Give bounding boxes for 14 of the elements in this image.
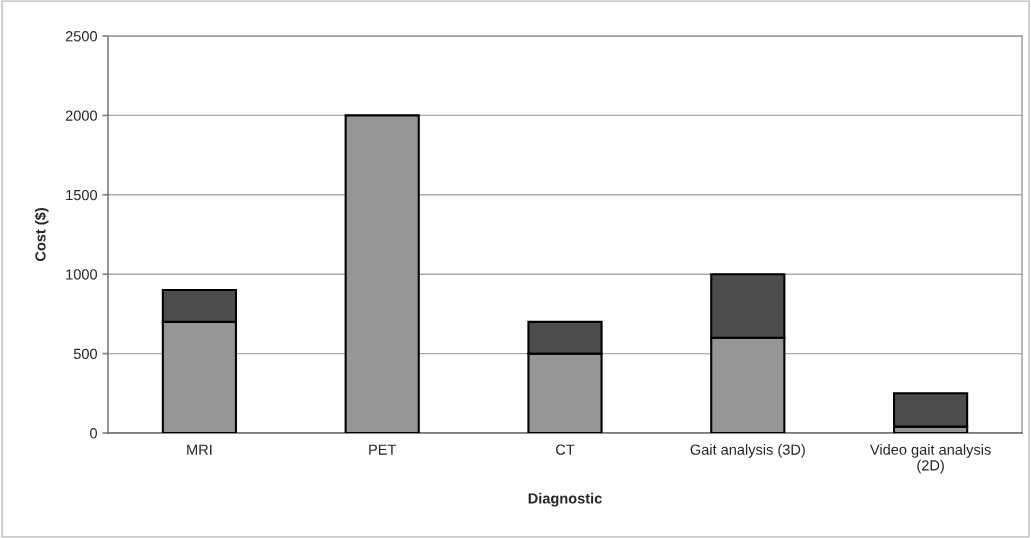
- x-tick-label: MRI: [187, 444, 212, 455]
- y-tick-label: 2500: [65, 31, 98, 42]
- bar: [344, 114, 420, 433]
- x-axis-title: Diagnostic: [528, 492, 602, 507]
- y-tick-label: 1500: [66, 189, 98, 201]
- x-tick-label: Video gait analysis (2D): [869, 444, 991, 474]
- y-tick-label: 1000: [66, 269, 98, 280]
- y-tick-label: 2000: [65, 110, 98, 121]
- y-tick-label: 0: [90, 428, 98, 439]
- x-tick-label: CT: [556, 444, 575, 455]
- x-tick-label: Gait analysis (3D): [690, 444, 805, 458]
- y-axis-title: Cost ($): [34, 208, 49, 262]
- y-tick-label: 500: [73, 348, 98, 360]
- x-tick-label: PET: [369, 444, 397, 455]
